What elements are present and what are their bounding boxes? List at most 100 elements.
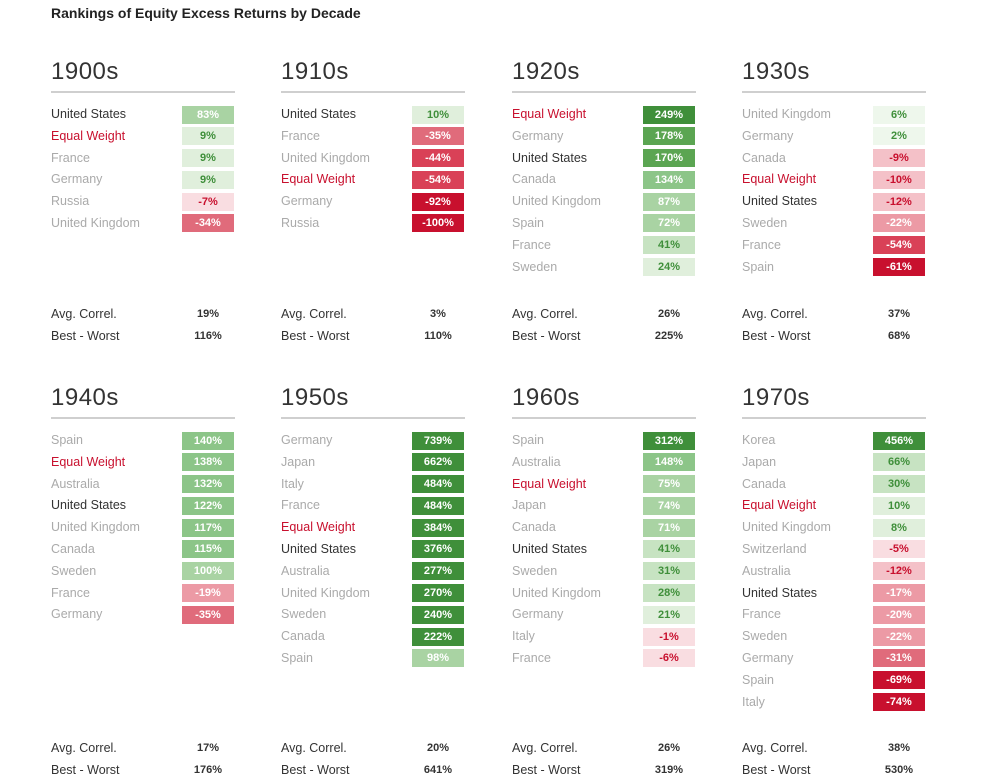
return-value-cell: -54%	[873, 236, 925, 255]
return-value-cell: -22%	[873, 214, 925, 233]
country-label: United Kingdom	[512, 585, 601, 600]
ranking-row: Australia -12%	[742, 561, 926, 583]
ranking-row: United Kingdom -34%	[51, 213, 235, 235]
ranking-row: Japan 74%	[512, 495, 696, 517]
country-label: Equal Weight	[51, 128, 126, 143]
ranking-row: Canada 30%	[742, 474, 926, 496]
decade-heading: 1920s	[512, 57, 696, 93]
decade-stats: Avg. Correl. 26% Best - Worst 225%	[512, 303, 696, 347]
avg-correl-label: Avg. Correl.	[512, 741, 578, 755]
ranking-row: Equal Weight 10%	[742, 495, 926, 517]
country-label: Korea	[742, 433, 776, 447]
avg-correl-row: Avg. Correl. 38%	[742, 737, 926, 759]
decade-heading: 1960s	[512, 383, 696, 419]
return-value-cell: 75%	[643, 475, 695, 494]
country-label: France	[281, 498, 320, 513]
ranking-row: Russia -7%	[51, 191, 235, 213]
country-label: Australia	[512, 454, 561, 469]
country-label: Spain	[512, 433, 544, 447]
country-label: Italy	[281, 476, 304, 491]
return-value-cell: 21%	[643, 605, 695, 624]
decade-stats: Avg. Correl. 19% Best - Worst 116%	[51, 303, 235, 347]
country-label: United States	[742, 585, 818, 600]
country-label: France	[51, 585, 90, 600]
ranking-row: Equal Weight -10%	[742, 169, 926, 191]
return-value-cell: 74%	[643, 496, 695, 515]
country-label: Canada	[742, 476, 786, 491]
ranking-row: Germany 21%	[512, 604, 696, 626]
ranking-row: United States 10%	[281, 104, 465, 126]
ranking-row: France -19%	[51, 583, 235, 605]
return-value-cell: 41%	[643, 236, 695, 255]
ranking-row: Sweden 31%	[512, 561, 696, 583]
best-worst-row: Best - Worst 530%	[742, 759, 926, 781]
return-value-cell: -5%	[873, 540, 925, 559]
ranking-row: Canada 134%	[512, 169, 696, 191]
country-label: Germany	[742, 650, 794, 665]
best-worst-label: Best - Worst	[512, 329, 581, 343]
best-worst-value: 225%	[654, 330, 684, 342]
ranking-row: France 41%	[512, 235, 696, 257]
return-value-cell: 138%	[182, 453, 234, 472]
return-value-cell: 115%	[182, 540, 234, 559]
return-value-cell: -7%	[182, 192, 234, 211]
return-value-cell: 71%	[643, 518, 695, 537]
return-value-cell: 10%	[412, 105, 464, 124]
country-label: United States	[281, 107, 357, 121]
avg-correl-label: Avg. Correl.	[51, 307, 117, 321]
country-label: Japan	[512, 498, 547, 513]
country-label: Sweden	[742, 629, 788, 644]
ranking-row: Italy -1%	[512, 626, 696, 648]
return-value-cell: 484%	[412, 496, 464, 515]
return-value-cell: -100%	[412, 214, 464, 233]
return-value-cell: 98%	[412, 649, 464, 668]
decade-stats: Avg. Correl. 26% Best - Worst 319%	[512, 737, 696, 781]
avg-correl-label: Avg. Correl.	[51, 741, 117, 755]
return-value-cell: 384%	[412, 518, 464, 537]
chart-title: Rankings of Equity Excess Returns by Dec…	[51, 5, 361, 21]
country-label: France	[742, 607, 781, 622]
return-value-cell: 10%	[873, 496, 925, 515]
best-worst-value: 530%	[884, 764, 914, 776]
country-label: Spain	[742, 259, 774, 274]
ranking-row: Spain -61%	[742, 257, 926, 279]
return-value-cell: -12%	[873, 192, 925, 211]
country-label: Australia	[742, 563, 791, 578]
return-value-cell: -61%	[873, 258, 925, 277]
ranking-row: United Kingdom 117%	[51, 517, 235, 539]
country-label: Japan	[281, 454, 316, 469]
best-worst-label: Best - Worst	[51, 763, 120, 777]
ranking-row: Sweden -22%	[742, 213, 926, 235]
country-label: Canada	[512, 520, 556, 535]
return-value-cell: 240%	[412, 605, 464, 624]
ranking-row: Equal Weight 9%	[51, 126, 235, 148]
ranking-rows: Korea 456% Japan 66% Canada 30% Equal Weight 10…	[742, 430, 926, 713]
return-value-cell: -74%	[873, 693, 925, 712]
country-label: Equal Weight	[281, 520, 356, 535]
country-label: United States	[512, 150, 588, 165]
ranking-row: United States -12%	[742, 191, 926, 213]
decade-stats: Avg. Correl. 38% Best - Worst 530%	[742, 737, 926, 781]
ranking-row: United Kingdom 8%	[742, 517, 926, 539]
avg-correl-row: Avg. Correl. 26%	[512, 303, 696, 325]
country-label: Spain	[512, 215, 544, 230]
best-worst-row: Best - Worst 225%	[512, 325, 696, 347]
country-label: United Kingdom	[512, 194, 601, 209]
ranking-row: United Kingdom -44%	[281, 148, 465, 170]
return-value-cell: -34%	[182, 214, 234, 233]
return-value-cell: 2%	[873, 127, 925, 146]
return-value-cell: -12%	[873, 562, 925, 581]
best-worst-value: 176%	[193, 764, 223, 776]
best-worst-label: Best - Worst	[742, 763, 811, 777]
country-label: Sweden	[281, 607, 327, 622]
decade-panel: 1900s United States 83% Equal Weight 9% Franc…	[51, 57, 235, 235]
ranking-row: United States 122%	[51, 495, 235, 517]
return-value-cell: 24%	[643, 258, 695, 277]
best-worst-row: Best - Worst 319%	[512, 759, 696, 781]
return-value-cell: 148%	[643, 453, 695, 472]
return-value-cell: -10%	[873, 170, 925, 189]
decade-panel: 1920s Equal Weight 249% Germany 178% United S…	[512, 57, 696, 278]
country-label: Russia	[281, 215, 320, 230]
country-label: Equal Weight	[281, 172, 356, 187]
decade-stats: Avg. Correl. 3% Best - Worst 110%	[281, 303, 465, 347]
